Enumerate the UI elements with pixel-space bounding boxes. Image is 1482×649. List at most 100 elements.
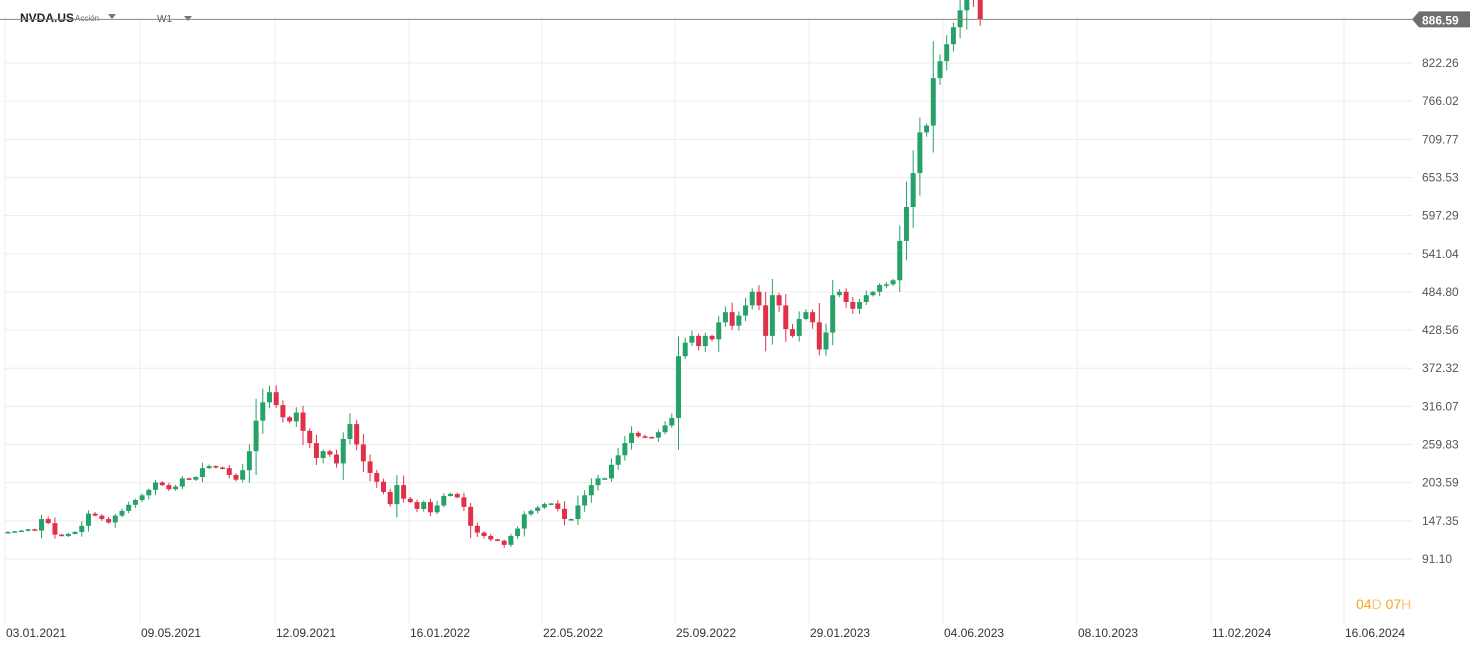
- candle-body: [448, 493, 454, 496]
- candle-body: [749, 291, 755, 306]
- candle-body: [374, 472, 380, 482]
- x-tick-label: 03.01.2021: [6, 626, 66, 640]
- candle-body: [595, 478, 601, 486]
- candle-body: [327, 451, 333, 455]
- candle-body: [716, 322, 722, 340]
- candle-body: [45, 519, 51, 524]
- candle-body: [146, 489, 152, 496]
- candle-body: [25, 529, 31, 531]
- candle-body: [494, 539, 500, 541]
- candle-body: [347, 424, 353, 440]
- candle-body: [65, 533, 71, 537]
- candle-body: [72, 531, 78, 534]
- x-tick-label: 08.10.2023: [1078, 626, 1138, 640]
- symbol-label[interactable]: NVDA.US: [20, 11, 75, 25]
- countdown-days: 04: [1356, 596, 1372, 612]
- candle-body: [206, 466, 212, 469]
- candle-body: [897, 240, 903, 281]
- candle-body: [414, 502, 420, 509]
- candle-body: [769, 295, 775, 336]
- candle-body: [488, 536, 494, 540]
- candle-body: [803, 312, 809, 319]
- candle-body: [890, 280, 896, 285]
- candle-body: [662, 425, 668, 433]
- candle-body: [92, 513, 98, 516]
- candle-body: [608, 464, 614, 479]
- candle-body: [588, 485, 594, 496]
- candle-body: [52, 523, 58, 535]
- candle-body: [481, 532, 487, 537]
- chevron-down-icon[interactable]: [108, 14, 116, 19]
- candle-body: [474, 525, 480, 533]
- candle-body: [669, 417, 675, 426]
- candle-body: [756, 291, 762, 306]
- candle-body: [917, 132, 923, 174]
- candle-body: [823, 332, 829, 350]
- x-tick-label: 25.09.2022: [676, 626, 736, 640]
- candle-body: [857, 301, 863, 309]
- candle-body: [568, 519, 574, 521]
- candle-body: [387, 491, 393, 505]
- candle-body: [575, 505, 581, 520]
- candle-body: [380, 481, 386, 492]
- candle-body: [689, 335, 695, 343]
- candle-body: [629, 432, 635, 444]
- candle-body: [816, 322, 822, 350]
- candle-body: [179, 478, 185, 487]
- candle-body: [722, 312, 728, 323]
- candle-body: [903, 207, 909, 241]
- candle-body: [964, 0, 970, 11]
- candle-body: [354, 424, 360, 445]
- candle-body: [186, 478, 192, 480]
- y-tick-label: 653.53: [1422, 170, 1459, 184]
- candle-body: [59, 534, 65, 537]
- y-tick-label: 203.59: [1422, 476, 1459, 490]
- candle-body: [642, 436, 648, 438]
- candle-body: [521, 514, 527, 529]
- candle-body: [850, 301, 856, 309]
- candle-body: [944, 44, 950, 62]
- candle-body: [843, 291, 849, 302]
- candle-body: [468, 506, 474, 526]
- x-tick-label: 09.05.2021: [141, 626, 201, 640]
- candle-body: [18, 530, 24, 533]
- y-tick-label: 428.56: [1422, 323, 1459, 337]
- candle-body: [106, 519, 112, 523]
- candle-body: [515, 528, 521, 537]
- candle-body: [220, 467, 226, 469]
- candle-body: [112, 515, 118, 523]
- candle-body: [957, 10, 963, 28]
- candle-body: [454, 493, 460, 498]
- y-tick-label: 91.10: [1422, 552, 1452, 566]
- countdown-days-unit: D: [1371, 596, 1382, 612]
- candle-body: [649, 436, 655, 439]
- candle-body: [367, 461, 373, 473]
- candle-body: [394, 485, 400, 505]
- candle-body: [293, 412, 299, 422]
- chevron-down-icon[interactable]: [184, 16, 192, 21]
- candle-body: [937, 61, 943, 79]
- candle-body: [401, 485, 407, 499]
- price-tag: [1412, 11, 1470, 28]
- candle-body: [320, 451, 326, 458]
- instrument-type-label: Acción: [75, 14, 100, 23]
- x-tick-label: 12.09.2021: [276, 626, 336, 640]
- current-price-label: 886.59: [1422, 13, 1459, 27]
- candle-body: [334, 454, 340, 464]
- candle-body: [696, 335, 702, 347]
- candle-body: [260, 402, 266, 421]
- candle-body: [226, 468, 232, 475]
- candle-body: [863, 295, 869, 302]
- candle-body: [173, 486, 179, 490]
- candle-body: [776, 295, 782, 306]
- candle-body: [300, 412, 306, 431]
- candle-body: [266, 392, 272, 403]
- candle-body: [193, 476, 199, 480]
- candle-body: [434, 505, 440, 513]
- y-tick-label: 709.77: [1422, 132, 1459, 146]
- candle-body: [836, 291, 842, 296]
- x-tick-label: 22.05.2022: [543, 626, 603, 640]
- candle-body: [199, 468, 205, 477]
- candle-body: [541, 504, 547, 508]
